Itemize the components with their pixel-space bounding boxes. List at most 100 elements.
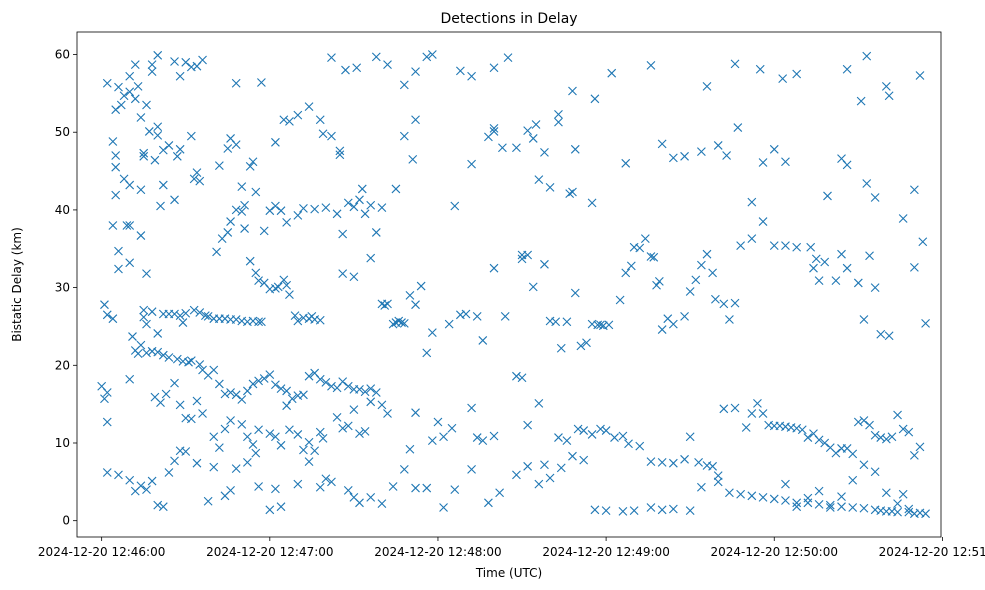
data-point	[741, 423, 751, 432]
data-point	[694, 458, 703, 467]
data-point	[579, 426, 589, 435]
data-point	[114, 82, 123, 92]
data-point	[554, 109, 563, 119]
data-point	[528, 134, 538, 143]
data-point	[893, 499, 902, 508]
data-point	[355, 429, 364, 439]
data-point	[139, 151, 149, 161]
y-tick-label: 60	[55, 48, 70, 62]
data-point	[304, 102, 314, 111]
data-point	[248, 440, 258, 449]
data-point	[254, 482, 263, 491]
data-point	[265, 370, 275, 380]
data-point	[198, 409, 207, 418]
data-point	[915, 442, 925, 452]
data-point	[383, 60, 392, 70]
data-point	[725, 488, 734, 498]
data-point	[618, 506, 628, 516]
data-point	[366, 397, 376, 407]
data-point	[332, 209, 342, 219]
data-point	[186, 414, 196, 424]
data-point	[321, 474, 331, 484]
data-point	[657, 458, 667, 467]
data-point	[495, 488, 505, 498]
data-point	[352, 63, 362, 73]
data-point	[512, 371, 521, 381]
data-point	[570, 144, 580, 154]
data-point	[231, 78, 241, 88]
data-point	[478, 336, 488, 345]
data-point	[108, 137, 118, 146]
data-point	[615, 295, 625, 305]
data-point	[360, 387, 370, 397]
data-point	[411, 300, 420, 310]
data-point	[601, 506, 611, 515]
data-point	[831, 276, 841, 286]
data-point	[918, 237, 928, 247]
data-point	[279, 115, 289, 125]
data-point	[489, 263, 499, 273]
data-point	[680, 454, 689, 464]
data-point	[100, 300, 109, 310]
data-point	[579, 455, 589, 465]
data-point	[792, 69, 802, 79]
data-point	[758, 492, 768, 502]
data-point	[853, 278, 863, 288]
data-point	[427, 50, 437, 59]
data-point	[254, 376, 263, 386]
data-point	[399, 465, 409, 474]
data-point	[181, 447, 191, 456]
data-point	[635, 441, 645, 451]
data-point	[747, 491, 757, 501]
data-point	[355, 195, 364, 205]
data-point	[562, 317, 572, 327]
data-point	[596, 320, 605, 330]
data-point	[556, 343, 566, 353]
data-point	[624, 439, 633, 449]
data-point	[646, 503, 656, 512]
data-point	[254, 425, 263, 435]
data-point	[540, 460, 549, 470]
data-point	[512, 470, 521, 480]
data-point	[327, 477, 336, 487]
data-point	[349, 405, 359, 414]
data-point	[108, 314, 118, 324]
data-point	[411, 483, 420, 493]
data-point	[803, 493, 813, 503]
data-point	[214, 443, 224, 453]
data-point	[685, 432, 695, 442]
data-point	[198, 55, 207, 65]
data-point	[321, 378, 331, 387]
data-point	[287, 394, 297, 404]
data-point	[271, 432, 280, 442]
data-point	[181, 308, 191, 318]
data-point	[299, 445, 308, 455]
data-point	[472, 433, 482, 442]
data-point	[158, 502, 168, 512]
data-point	[697, 260, 706, 270]
data-point	[125, 374, 135, 384]
data-point	[478, 436, 488, 446]
data-point	[310, 446, 320, 456]
data-point	[517, 373, 527, 383]
data-point	[668, 458, 678, 468]
data-point	[332, 412, 342, 422]
data-point	[551, 317, 561, 327]
data-point	[343, 421, 353, 431]
data-point	[862, 179, 872, 188]
data-point	[133, 81, 143, 91]
data-point	[209, 365, 219, 375]
data-point	[172, 151, 182, 161]
data-point	[282, 401, 292, 411]
data-point	[192, 396, 202, 406]
data-point	[708, 461, 717, 471]
data-point	[360, 426, 370, 436]
data-point	[842, 64, 852, 74]
data-point	[859, 315, 869, 324]
data-point	[876, 329, 886, 339]
data-point	[259, 226, 269, 236]
data-point	[523, 126, 533, 136]
data-point	[427, 328, 437, 338]
data-point	[909, 185, 919, 195]
data-point	[825, 500, 835, 510]
